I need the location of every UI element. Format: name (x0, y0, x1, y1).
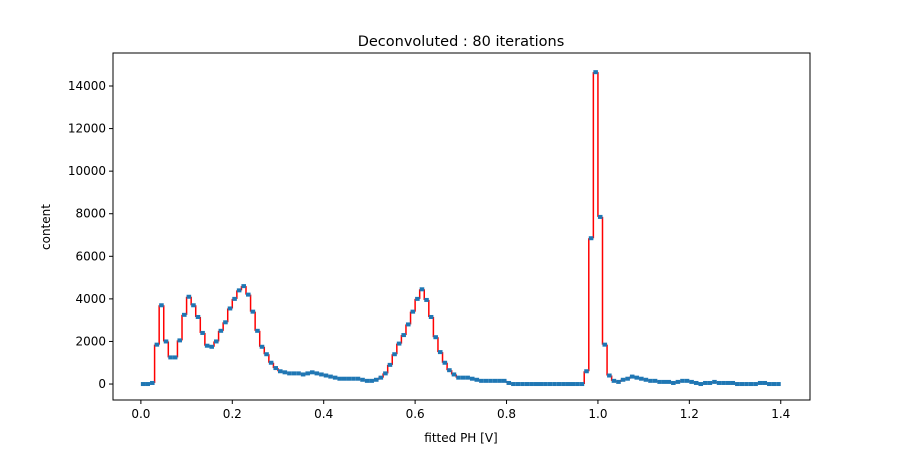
chart-title: Deconvoluted : 80 iterations (358, 34, 565, 50)
y-axis-label: content (39, 204, 53, 250)
y-tick-label: 6000 (75, 249, 106, 263)
x-tick-label: 0.4 (314, 407, 333, 421)
x-tick-label: 0.6 (406, 407, 425, 421)
x-tick-label: 0.0 (131, 407, 150, 421)
y-tick-label: 8000 (75, 207, 106, 221)
x-tick-label: 0.2 (223, 407, 242, 421)
y-tick-label: 4000 (75, 292, 106, 306)
x-tick-label: 1.4 (771, 407, 790, 421)
x-axis-label: fitted PH [V] (424, 431, 497, 445)
y-tick-label: 10000 (68, 164, 106, 178)
y-tick-label: 2000 (75, 334, 106, 348)
x-tick-label: 1.2 (680, 407, 699, 421)
x-tick-label: 0.8 (497, 407, 516, 421)
y-tick-label: 0 (98, 377, 106, 391)
plot-frame (112, 52, 811, 401)
y-tick-label: 14000 (68, 79, 106, 93)
x-tick-label: 1.0 (588, 407, 607, 421)
y-tick-label: 12000 (68, 122, 106, 136)
